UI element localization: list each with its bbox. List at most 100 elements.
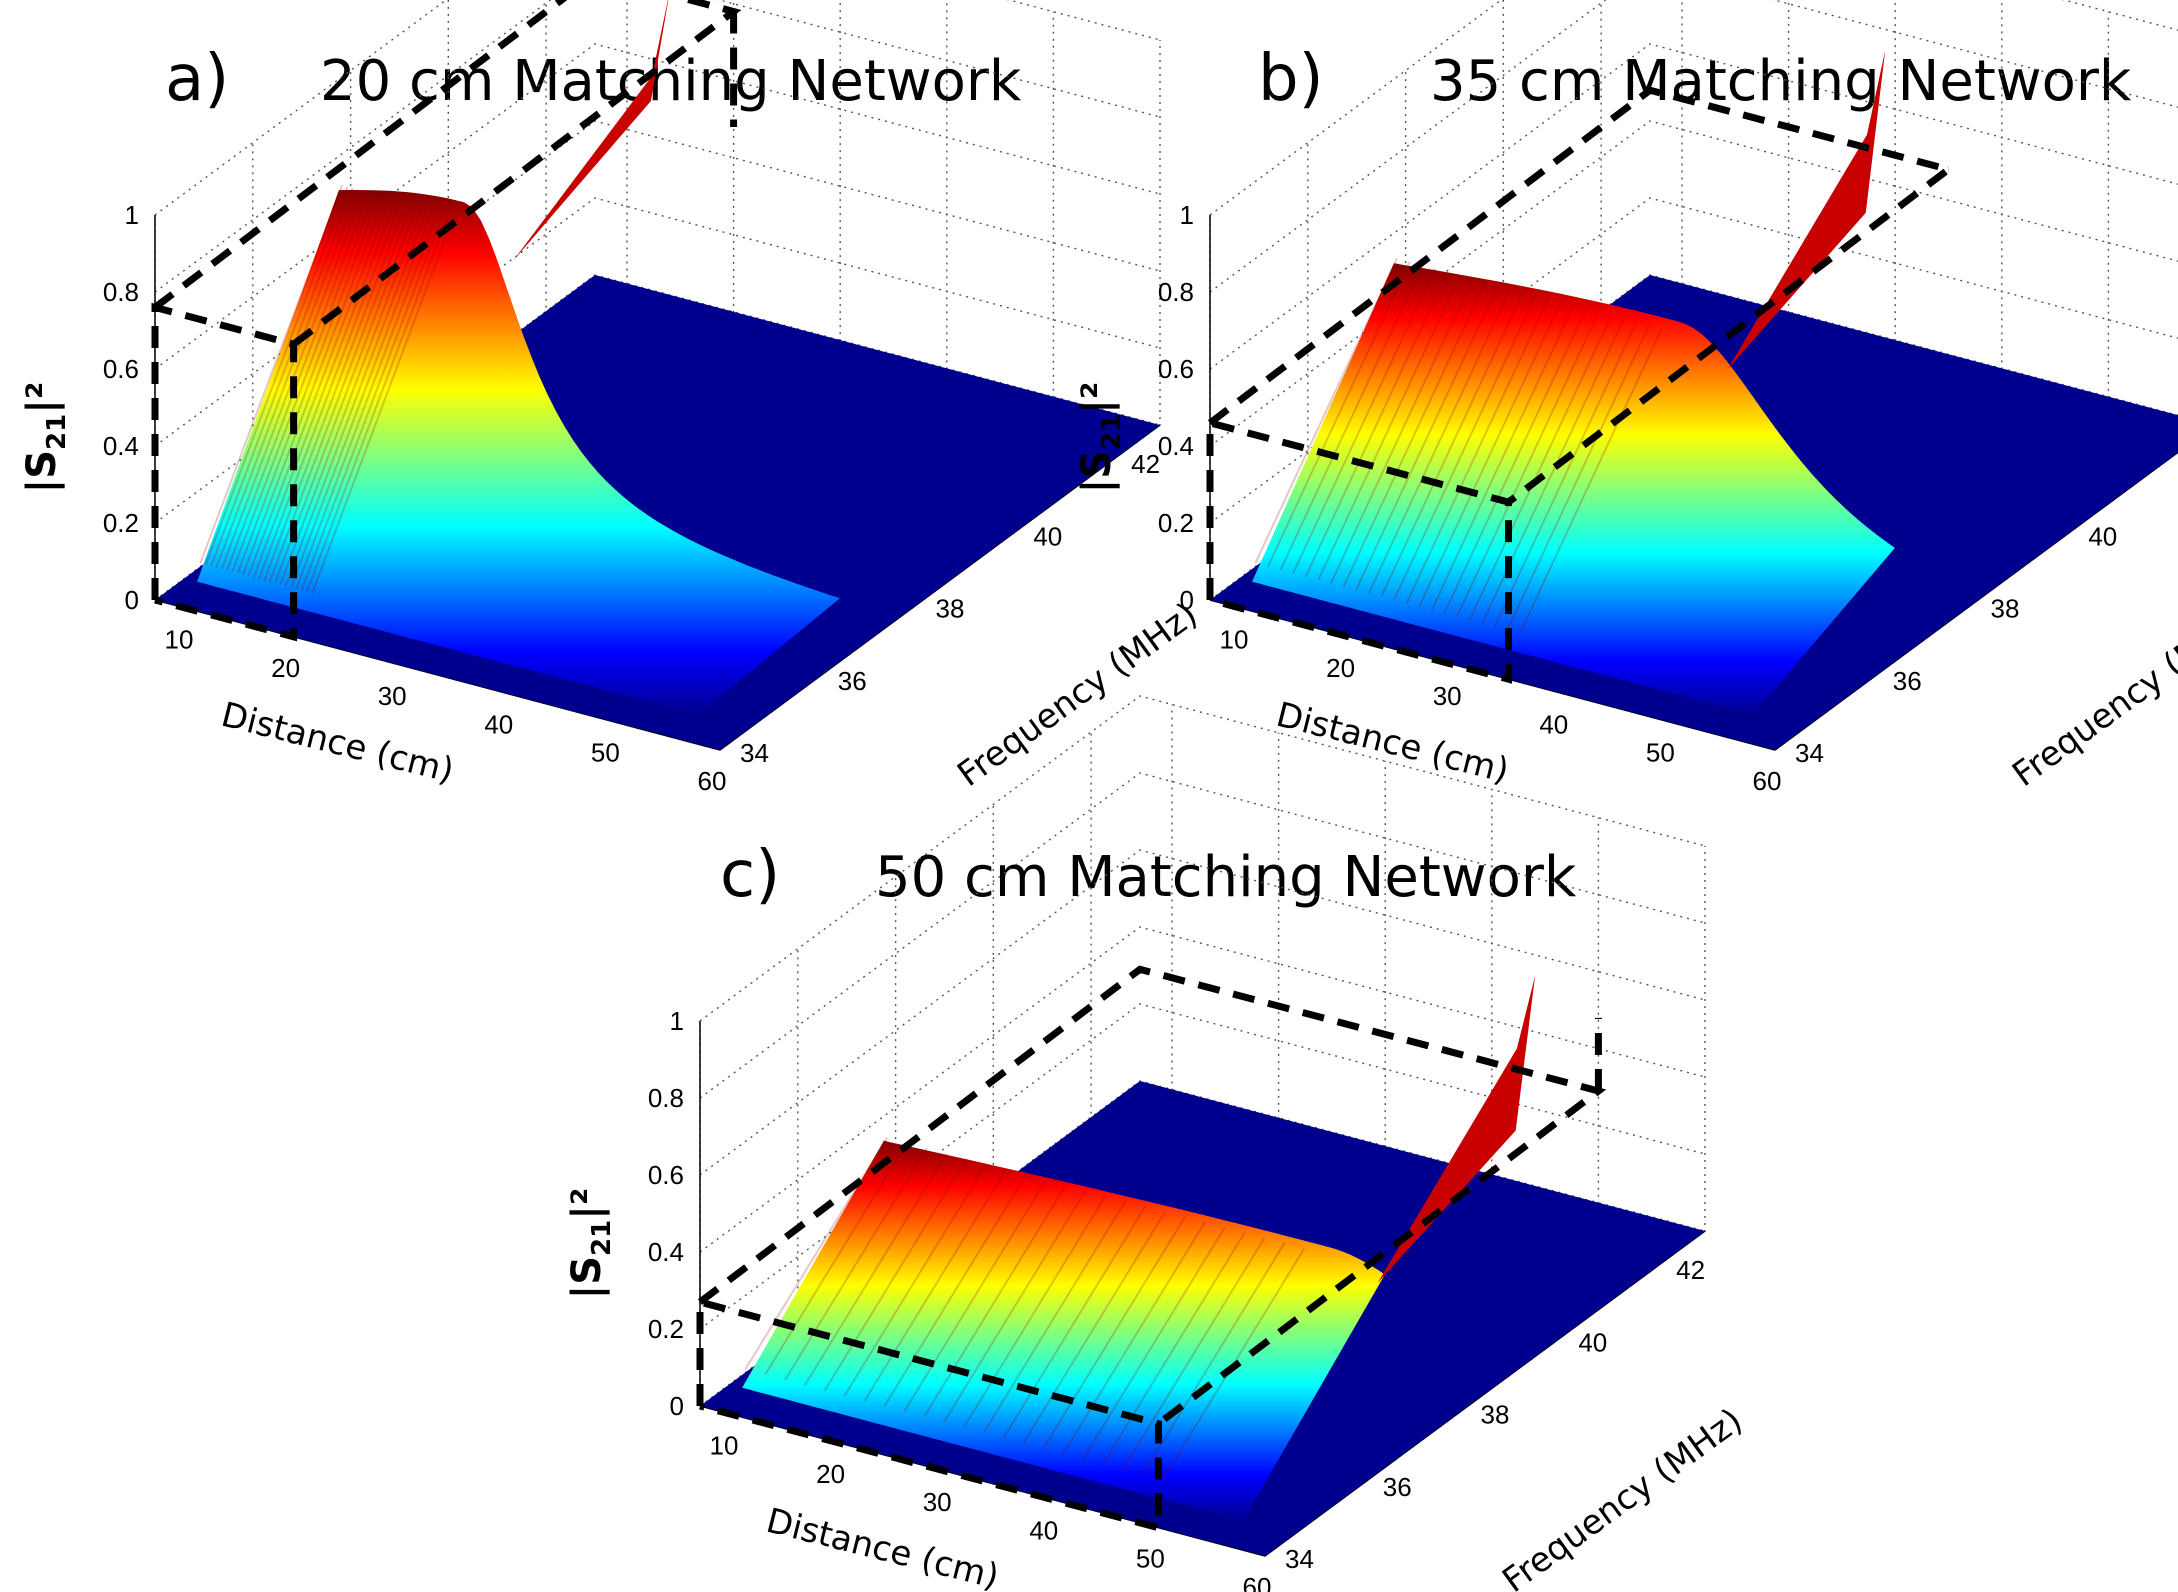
surface-ripple [252,199,397,578]
surface-ripple [1279,264,1424,571]
x-tick-label: 40 [1029,1515,1058,1545]
grid-line-y [1502,0,2069,534]
y-tick-label: 40 [1033,521,1062,551]
x-tick-label: 60 [1243,1572,1272,1592]
surface-ripple [1121,1237,1266,1471]
surface-peak [1377,975,1536,1284]
grid-line-z [699,926,1706,1253]
x-tick-label: 20 [1326,653,1355,683]
z-axis-title: |S21|² [1074,382,1127,494]
z-tick-label: 0.4 [1158,431,1194,461]
surface-ripple [290,208,434,588]
y-tick-label: 36 [1383,1472,1412,1502]
surface-ripple [843,1163,988,1397]
z-tick-label: 0.8 [648,1083,684,1113]
surface-ripple [231,193,376,573]
surface-ripple [1405,298,1550,604]
z-axis-title-sub: 21 [42,414,72,450]
surface-ripple [1393,294,1537,601]
z-tick-label: 0 [670,1391,684,1421]
grid-line-z [1209,0,2178,293]
surface-ripple [236,194,381,574]
grid-line-z [699,695,1706,1022]
surface-ripple [210,187,354,567]
surface-ripple [305,213,450,592]
x-axis-title: Distance (cm) [762,1501,1002,1592]
grid-line-y [797,948,1363,1485]
surface-ripple [247,197,392,577]
z-tick-label: 0.6 [103,354,139,384]
z-tick-label: 0 [125,585,139,615]
y-tick-label: 40 [1578,1327,1607,1357]
surface-ripple [295,210,439,590]
surface-ripple [258,200,402,580]
surface-ripple [1468,314,1613,621]
surface-ripple [215,189,360,568]
surface-ripple [1380,291,1524,598]
y-tick-label: 36 [1893,666,1922,696]
box-top [697,965,1607,1427]
y-tick-label: 42 [1131,449,1160,479]
x-tick-label: 50 [1646,738,1675,768]
surface-ripple [1330,278,1474,584]
y-tick-label: 34 [1795,738,1824,768]
z-tick-label: 0.2 [1158,508,1194,538]
x-axis-title: Distance (cm) [1272,695,1512,791]
grid-line-y [447,0,1014,534]
surface-ripple [226,191,370,571]
surface-ripple [1254,257,1399,564]
surface-ripple [1102,1231,1246,1465]
surface-ripple [1062,1221,1206,1455]
z-tick-label: 0 [1180,585,1194,615]
surface-ripple [284,207,429,587]
surface-ripple [943,1189,1087,1423]
surface-ripple [1355,284,1499,591]
axes-3d: 0 0.2 0.4 0.6 0.8 1 10 20 30 40 50 60 34 36 38 40 42 Dist… [1074,0,2178,796]
x-tick-label: 10 [710,1430,739,1460]
grid-line-y [1600,0,2167,462]
x-tick-label: 10 [165,624,194,654]
surface-body [197,190,840,715]
z-tick-label: 1 [125,200,139,230]
z-axis-title-sub: 21 [1097,414,1127,450]
surface-ripple [1042,1216,1186,1449]
surface-ripple [1493,321,1638,628]
x-tick-label: 60 [698,766,727,796]
grid-line-z [699,849,1706,1176]
panel-letter: c) [720,838,780,912]
surface-ripple [903,1179,1047,1413]
z-tick-label: 0.6 [648,1160,684,1190]
grid-line-z [699,772,1706,1099]
grid-line-y [992,804,1559,1340]
y-axis-title: Frequency (MHz) [1495,1401,1750,1592]
z-axis-title-tail: |² [19,382,66,414]
grid-line-y [1404,70,1971,607]
x-tick-label: 40 [484,709,513,739]
surface-ripple [1367,288,1512,594]
surface-ripple [1430,304,1575,611]
y-tick-label: 38 [936,594,965,624]
y-tick-label: 40 [2088,521,2117,551]
box-top [1207,86,1957,505]
y-tick-label: 42 [1676,1255,1705,1285]
z-tick-label: 0.2 [648,1314,684,1344]
surface-peak [512,0,669,262]
y-tick-label: 38 [1991,594,2020,624]
z-tick-label: 0.4 [648,1237,684,1267]
axes-3d: 0 0.2 0.4 0.6 0.8 1 10 20 30 40 50 60 34 36 38 40 42 Dist… [564,695,1750,1592]
grid-line-y [545,0,1112,462]
grid-line-y [1307,142,1873,679]
surface-ripple [1455,311,1600,618]
surface-ripple [242,196,386,576]
surface-ripple [1082,1226,1226,1460]
panel-a: a) 20 cm Matching Network 00.20.40.60.81… [19,0,1205,796]
surface-ripple [199,184,344,564]
z-axis-title-sub: 21 [587,1220,617,1256]
z-tick-label: 0.8 [103,277,139,307]
surface-ripple [982,1200,1127,1434]
grid-line-y [1090,732,1657,1268]
panel-b: b) 35 cm Matching Network 0 0.2 0.4 0.6 0.8 1… [1074,0,2178,796]
surface-ripple [1267,261,1411,568]
surface-ripple [744,1137,888,1370]
